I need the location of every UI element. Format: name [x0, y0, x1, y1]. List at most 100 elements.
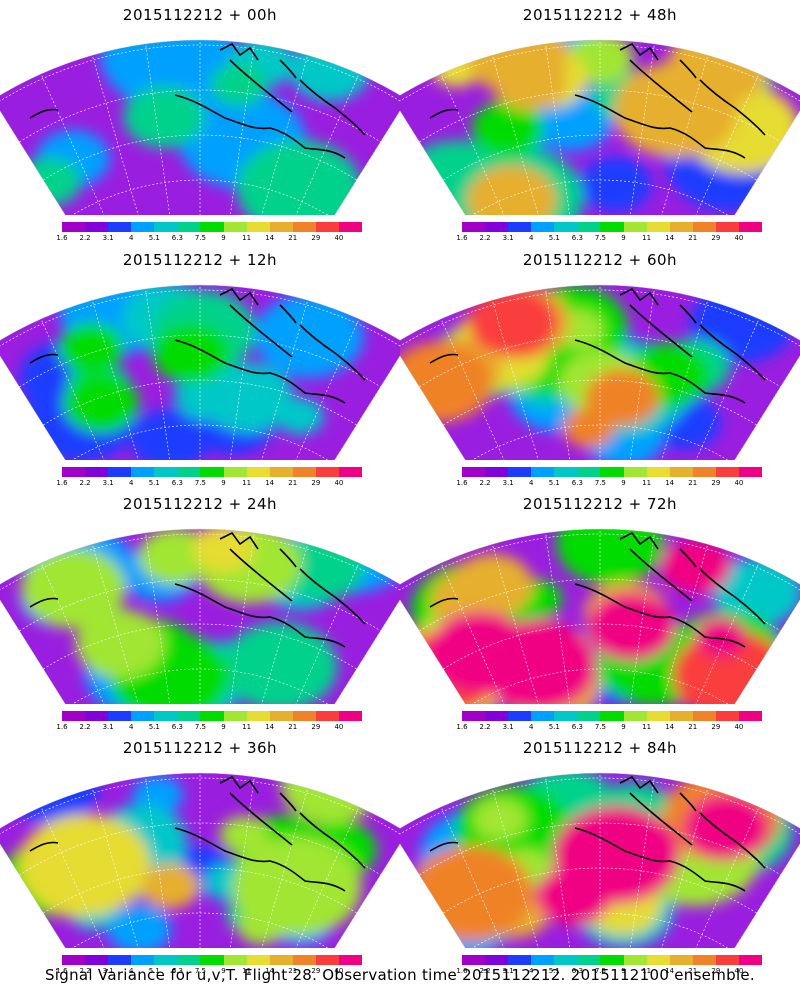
longitude-line [657, 55, 709, 215]
colorbar-tick-label: 29 [711, 723, 721, 731]
colorbar-tick-label: 11 [242, 234, 252, 242]
colorbar-segment [154, 711, 178, 721]
colorbar-tick-label: 4 [128, 723, 134, 731]
colorbar-tick-label: 11 [642, 234, 652, 242]
map-panel: 2015112212 + 12h 1.6 2.2 3.1 4 5.1 6.3 7.5 9 11 14… [0, 245, 400, 490]
colorbar-tick-label: 7.5 [594, 234, 607, 242]
colorbar-tick-label: 3.1 [502, 234, 514, 242]
longitude-line [629, 288, 655, 460]
variance-blob [408, 845, 533, 942]
variance-blob [281, 772, 379, 825]
variance-blob [254, 294, 364, 378]
colorbar-tick-label: 3.1 [102, 234, 114, 242]
latitude-line [400, 289, 800, 350]
colorbar-tick-label: 1.6 [56, 234, 68, 242]
colorbar-tick-label: 9 [621, 723, 626, 731]
map-panel: 2015112212 + 72h 1.6 2.2 3.1 4 5.1 6.3 7.5 9 11 14… [400, 489, 800, 734]
colorbar-segment [246, 467, 270, 477]
longitude-line [491, 300, 543, 460]
colorbar-tick-label: 29 [311, 967, 321, 975]
colorbar-tick-label: 14 [265, 723, 275, 731]
colorbar-tick-label: 3.1 [102, 723, 114, 731]
colorbar-tick-label: 29 [711, 479, 721, 487]
latitude-line [419, 89, 781, 143]
colorbar-segment [646, 955, 670, 965]
latitude-line [67, 424, 333, 460]
variance-blob [451, 553, 534, 617]
colorbar-tick-label: 2.2 [479, 234, 491, 242]
variance-blob [276, 398, 325, 435]
colorbar-labels: 1.6 2.2 3.1 4 5.1 6.3 7.5 9 11 14 21 29 40 [56, 967, 362, 977]
colorbar-segment [315, 711, 339, 721]
variance-blob [712, 557, 800, 627]
variance-blob [192, 528, 255, 573]
variance-blob [236, 139, 361, 215]
latitude-line [400, 44, 800, 105]
variance-blob [563, 408, 615, 448]
colorbar-tick-label: 14 [665, 723, 675, 731]
latitude-line [467, 424, 733, 460]
colorbar-tick-label: 5.1 [548, 967, 560, 975]
coastline [29, 42, 366, 159]
coastline [29, 287, 366, 404]
colorbar-segment [738, 222, 763, 232]
map-panel: 2015112212 + 84h 1.6 2.2 3.1 4 5.1 6.3 7.5 9 11 14… [400, 733, 800, 978]
colorbar-tick-label: 21 [288, 967, 298, 975]
longitude-line [257, 55, 309, 215]
map-outline [0, 772, 400, 948]
colorbar-segment [646, 222, 670, 232]
colorbar-segment [338, 711, 363, 721]
colorbar-segment [531, 222, 555, 232]
colorbar-tick-label: 7.5 [594, 479, 607, 487]
colorbar-tick-label: 21 [688, 479, 698, 487]
colorbar-segment [531, 711, 555, 721]
panel-title: 2015112212 + 72h [522, 495, 678, 513]
colorbar-labels: 1.6 2.2 3.1 4 5.1 6.3 7.5 9 11 14 21 29 40 [56, 723, 362, 733]
colorbar-tick-label: 1.6 [56, 479, 68, 487]
colorbar-segment [85, 955, 109, 965]
colorbar-tick-label: 11 [642, 967, 652, 975]
colorbar-segment [62, 955, 86, 965]
colorbar-tick-label: 29 [311, 234, 321, 242]
colorbar-tick-label: 7.5 [194, 967, 207, 975]
variance-blob [468, 287, 559, 358]
colorbar-segment [669, 467, 693, 477]
colorbar-segment [485, 467, 509, 477]
colorbar-tick-label: 11 [242, 479, 252, 487]
colorbar-tick-label: 40 [734, 723, 744, 731]
colorbar-tick-label: 9 [621, 234, 626, 242]
colorbar-segment [738, 711, 763, 721]
colorbar-segment [62, 222, 86, 232]
map-outline [400, 772, 800, 948]
latitude-line [419, 578, 781, 632]
colorbar-tick-label: 6.3 [571, 479, 583, 487]
colorbar-tick-label: 7.5 [594, 967, 607, 975]
longitude-line [257, 300, 309, 460]
variance-blob [62, 374, 140, 433]
colorbar-segment [108, 467, 132, 477]
colorbar-segment [177, 955, 201, 965]
colorbar-segment [154, 467, 178, 477]
colorbar-tick-label: 40 [334, 234, 344, 242]
longitude-line [229, 288, 255, 460]
colorbar-segment [623, 467, 647, 477]
map-panel: 2015112212 + 24h 1.6 2.2 3.1 4 5.1 6.3 7.5 9 11 14… [0, 489, 400, 734]
colorbar-segment [338, 467, 363, 477]
colorbar [62, 711, 363, 721]
colorbar-tick-label: 14 [665, 967, 675, 975]
colorbar-segment [554, 467, 578, 477]
colorbar-segment [623, 955, 647, 965]
variance-blob [107, 904, 172, 948]
colorbar-tick-label: 11 [642, 479, 652, 487]
variance-blob [210, 62, 268, 107]
colorbar-tick-label: 40 [734, 967, 744, 975]
colorbar-segment [200, 711, 224, 721]
colorbar-tick-label: 21 [288, 479, 298, 487]
map-panel: 2015112212 + 60h 1.6 2.2 3.1 4 5.1 6.3 7.5 9 11 14… [400, 245, 800, 490]
colorbar-segment [600, 955, 624, 965]
latitude-line [467, 179, 733, 215]
colorbar-segment [715, 711, 739, 721]
colorbar-segment [577, 222, 601, 232]
longitude-line [40, 73, 115, 215]
map-outline [0, 284, 400, 460]
